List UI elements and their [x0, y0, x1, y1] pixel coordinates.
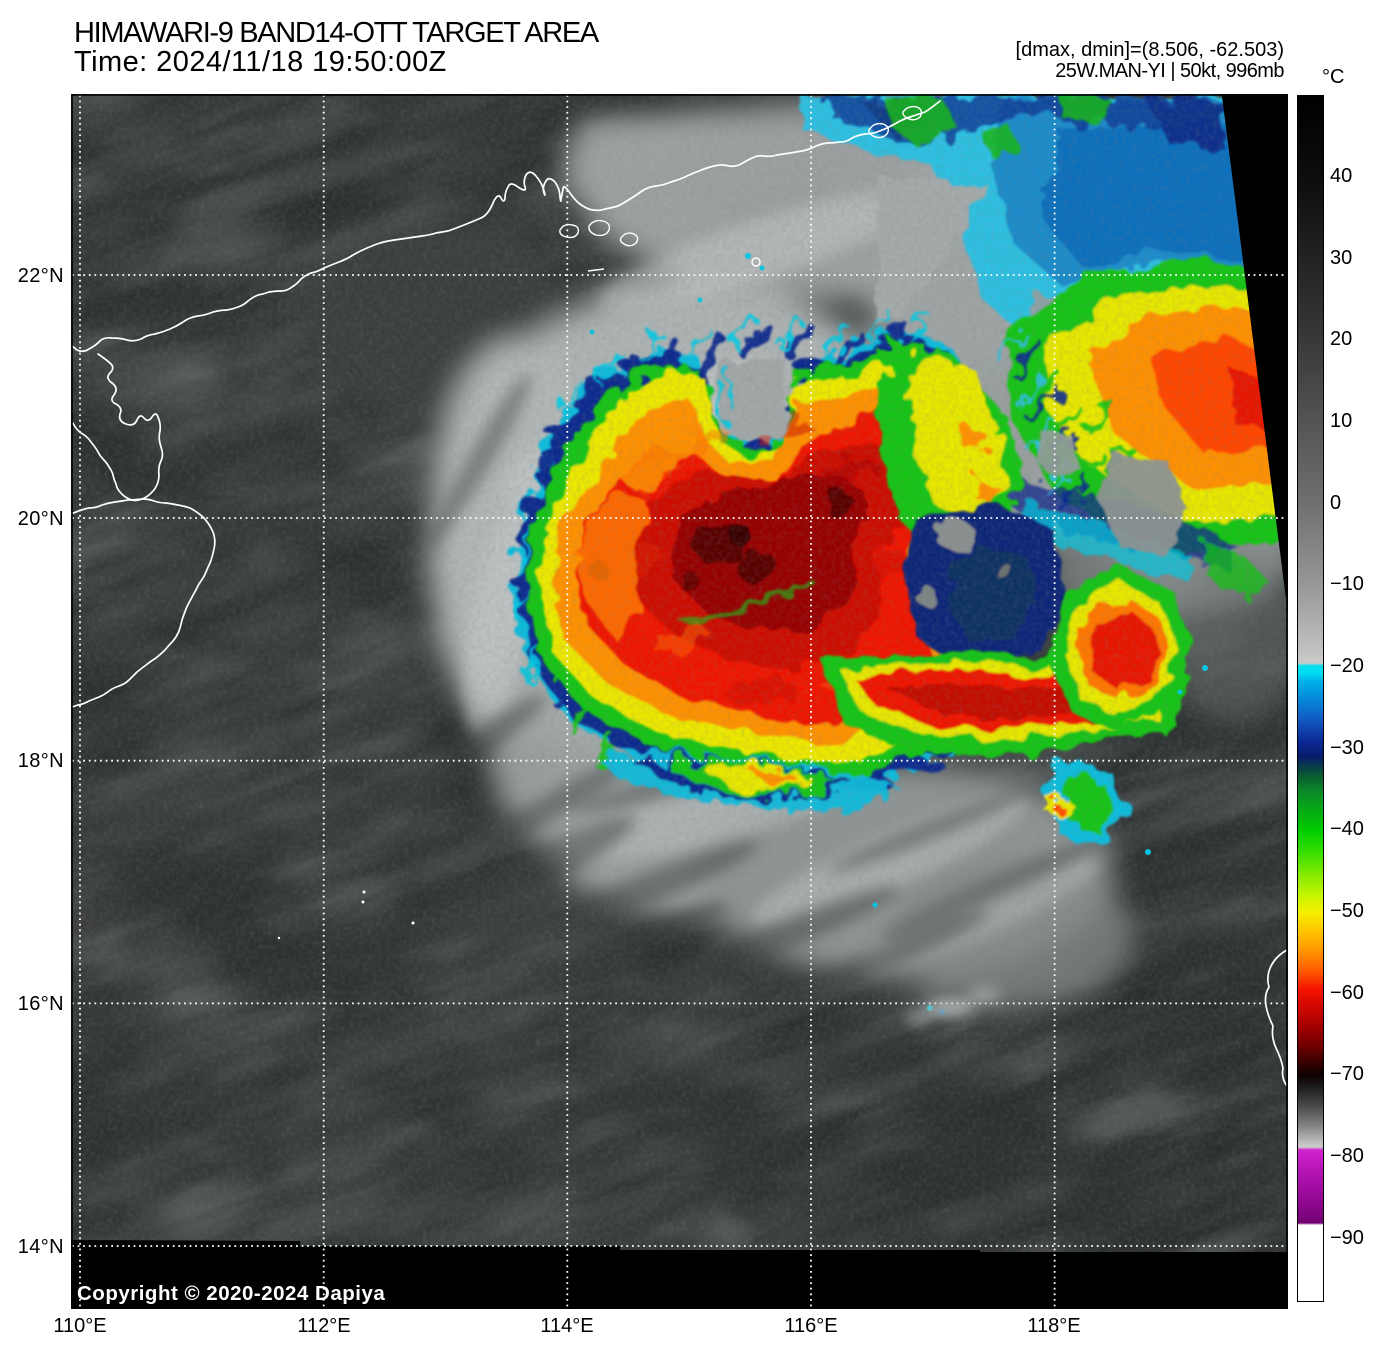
- svg-text:Copyright © 2020-2024 Dapiya: Copyright © 2020-2024 Dapiya: [77, 1282, 385, 1305]
